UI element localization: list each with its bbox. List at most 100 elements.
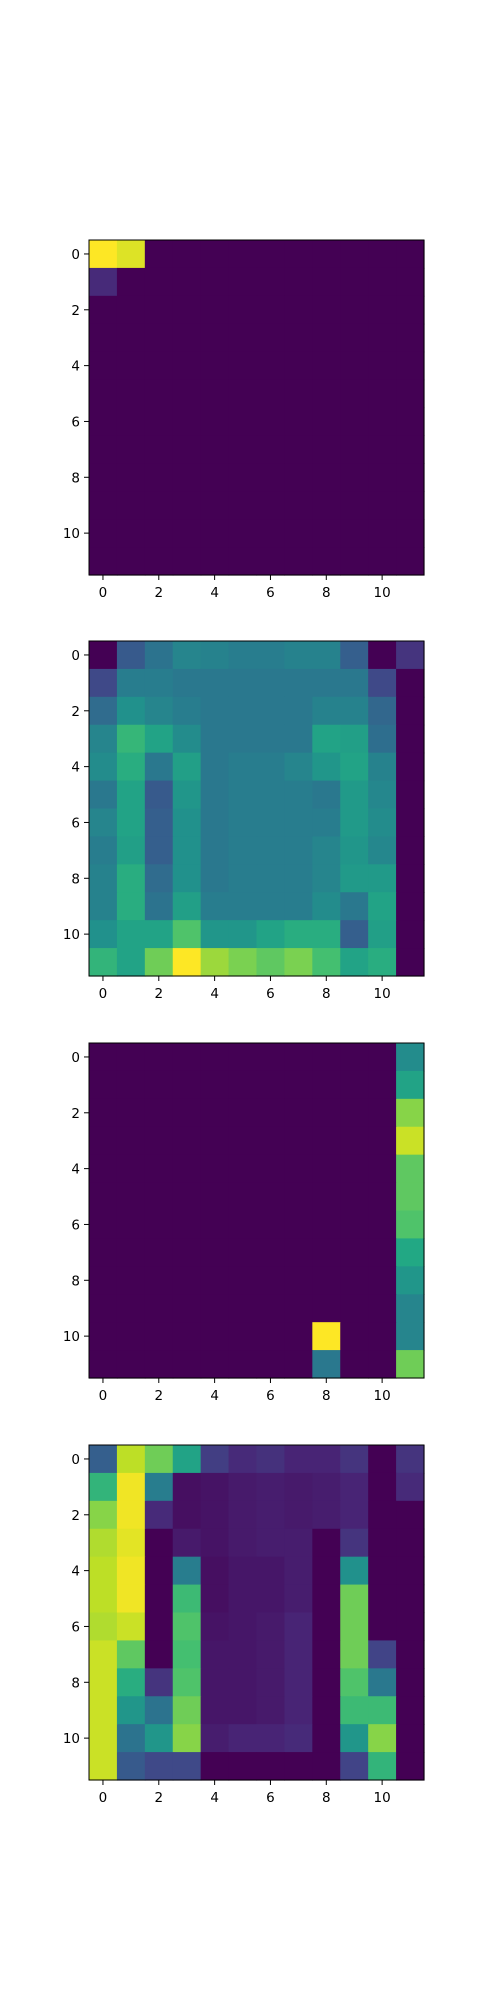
heatmap-cell (284, 1640, 313, 1669)
heatmap-cell (312, 948, 341, 977)
heatmap-cell (228, 1294, 258, 1323)
heatmap-cell (172, 1350, 202, 1379)
heatmap-cell (256, 1696, 286, 1725)
heatmap-cell (89, 547, 118, 576)
heatmap-cell (116, 1210, 146, 1240)
heatmap-cell (116, 1182, 146, 1212)
heatmap-cell (200, 948, 230, 977)
heatmap-cell (256, 892, 286, 921)
heatmap-cell (116, 463, 146, 492)
heatmap-cell (200, 351, 230, 381)
heatmap-cell (396, 491, 425, 520)
heatmap-cell (256, 1322, 286, 1351)
heatmap-cell (340, 1668, 369, 1697)
heatmap-cell (340, 1612, 369, 1642)
heatmap-cell (172, 752, 202, 782)
heatmap-cell (200, 1154, 230, 1184)
x-tick-label: 8 (322, 585, 331, 601)
heatmap-cell (172, 1584, 202, 1614)
heatmap-cell (228, 948, 258, 977)
heatmap-cell (89, 1472, 118, 1502)
heatmap-cell (200, 1350, 230, 1379)
heatmap-cell (396, 1322, 425, 1351)
x-tick-label: 2 (154, 1388, 163, 1404)
x-tick-label: 2 (154, 585, 163, 601)
heatmap-cell (312, 1238, 341, 1267)
heatmap-cell (89, 836, 118, 865)
y-tick-label: 10 (63, 526, 80, 542)
heatmap-cell (172, 1266, 202, 1295)
heatmap-cell (200, 808, 230, 838)
heatmap-cell (312, 1472, 341, 1502)
heatmap-cell (284, 752, 313, 782)
heatmap-cell (200, 1070, 230, 1100)
heatmap-cell (89, 1210, 118, 1240)
heatmap-cell (172, 463, 202, 492)
heatmap-cell (89, 295, 118, 325)
heatmap-cell (256, 295, 286, 325)
heatmap-cell (89, 808, 118, 838)
heatmap-cell (312, 295, 341, 325)
heatmap-cell (116, 379, 146, 409)
heatmap-cell (228, 892, 258, 921)
heatmap-cell (256, 836, 286, 865)
heatmap-cell (368, 1696, 397, 1725)
heatmap-cell (228, 752, 258, 782)
heatmap-cell (312, 920, 341, 949)
heatmap-cell (144, 379, 174, 409)
heatmap-cell (284, 1182, 313, 1212)
heatmap-panel-4: 0 2 4 6 8 10 0 2 4 6 8 10 (63, 1444, 425, 1806)
heatmap-cell (312, 547, 341, 576)
heatmap-cell (368, 1752, 397, 1781)
heatmap-cell (368, 1556, 397, 1586)
heatmap-cell (144, 1098, 174, 1128)
heatmap-cell (340, 379, 369, 409)
heatmap-cell (284, 1322, 313, 1351)
heatmap-cell (284, 323, 313, 353)
heatmap-cell (172, 1556, 202, 1586)
heatmap-cell (144, 1210, 174, 1240)
heatmap-cell (284, 295, 313, 325)
y-tick-label: 2 (71, 1106, 80, 1122)
heatmap-cell (396, 1472, 425, 1502)
heatmap-cell (89, 1752, 118, 1781)
heatmap-cell (172, 1668, 202, 1697)
heatmap-cell (228, 1182, 258, 1212)
heatmap-cell (368, 1238, 397, 1267)
heatmap-cell (228, 1500, 258, 1530)
heatmap-cell (256, 864, 286, 893)
heatmap-cell (340, 407, 369, 437)
heatmap-cell (284, 864, 313, 893)
heatmap-cell (284, 920, 313, 949)
heatmap-cell (396, 295, 425, 325)
heatmap-cell (228, 1472, 258, 1502)
y-tick-label: 4 (71, 1564, 80, 1580)
heatmap-cell (89, 1696, 118, 1725)
heatmap-cell (228, 1612, 258, 1642)
heatmap-cell (144, 864, 174, 893)
heatmap-cell (256, 1350, 286, 1379)
heatmap-cell (396, 1668, 425, 1697)
heatmap-panel-2: 0 2 4 6 8 10 0 2 4 6 8 10 (63, 640, 425, 1002)
heatmap-cell (144, 267, 174, 297)
heatmap-cell (144, 1668, 174, 1697)
heatmap-cell (116, 1668, 146, 1697)
heatmap-cell (284, 1070, 313, 1100)
heatmap-cell (172, 351, 202, 381)
heatmap-cell (368, 1445, 397, 1474)
heatmap-cell (89, 1528, 118, 1558)
heatmap-cell (228, 1724, 258, 1753)
heatmap-cell (396, 1182, 425, 1212)
heatmap-cell (340, 295, 369, 325)
heatmap-cell (340, 1238, 369, 1267)
heatmap-cell (368, 519, 397, 548)
heatmap-cell (284, 240, 313, 269)
heatmap-cell (340, 668, 369, 698)
heatmap-cell (116, 1266, 146, 1295)
heatmap-cell (144, 1612, 174, 1642)
heatmap-cell (368, 463, 397, 492)
heatmap-cell (172, 1182, 202, 1212)
heatmap-cell (340, 1696, 369, 1725)
heatmap-cell (340, 1182, 369, 1212)
heatmap-cell (396, 1210, 425, 1240)
